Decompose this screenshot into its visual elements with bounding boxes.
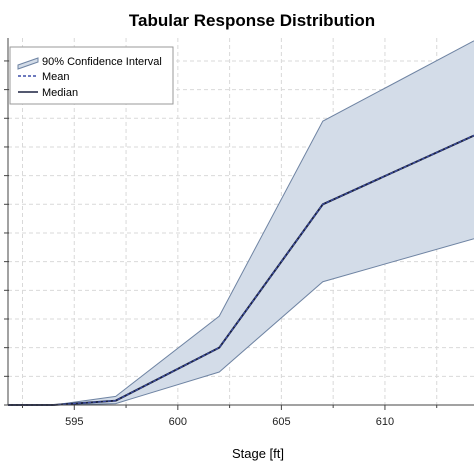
confidence-band-area <box>8 40 474 405</box>
legend-box <box>9 46 174 105</box>
axis-layer: 595 600 605 610 <box>4 38 474 428</box>
x-tick-label: 605 <box>272 416 290 428</box>
x-tick-label: 595 <box>65 416 83 428</box>
x-axis-label: Stage [ft] <box>232 446 284 461</box>
legend-label: 90% Confidence Interval <box>42 56 162 68</box>
x-tick-label: 610 <box>376 416 394 428</box>
chart-title: Tabular Response Distribution <box>129 11 375 30</box>
legend-swatch-confidence <box>17 57 39 70</box>
legend-label: Mean <box>42 71 70 83</box>
x-tick-label: 600 <box>169 416 187 428</box>
legend-items: 90% Confidence Interval Mean Median <box>17 56 162 99</box>
legend: 90% Confidence Interval Mean Median <box>9 46 174 105</box>
legend-label: Median <box>42 87 78 99</box>
